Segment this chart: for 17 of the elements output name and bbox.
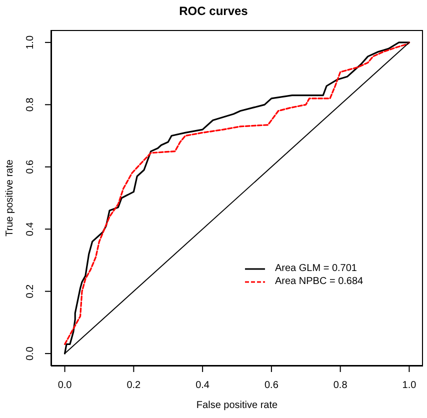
y-tick-label: 0.0 (25, 346, 36, 361)
legend-label: Area NPBC = 0.684 (275, 275, 364, 288)
x-tick-label: 0.4 (196, 380, 210, 391)
x-tick-label: 1.0 (402, 380, 417, 391)
x-tick-label: 0.6 (264, 380, 279, 391)
y-tick-label: 0.6 (25, 160, 36, 174)
x-tick-label: 0.0 (58, 380, 72, 391)
y-tick-label: 0.4 (25, 222, 36, 236)
y-tick-label: 1.0 (25, 35, 36, 50)
x-tick-label: 0.8 (333, 380, 348, 391)
x-axis-title: False positive rate (195, 400, 279, 411)
chart-title: ROC curves (178, 4, 249, 18)
y-tick-label: 0.8 (25, 97, 36, 112)
y-tick-label: 0.2 (25, 284, 36, 298)
legend-label: Area GLM = 0.701 (275, 262, 357, 275)
x-tick-label: 0.2 (126, 380, 142, 391)
y-axis-title: True positive rate (4, 160, 16, 236)
